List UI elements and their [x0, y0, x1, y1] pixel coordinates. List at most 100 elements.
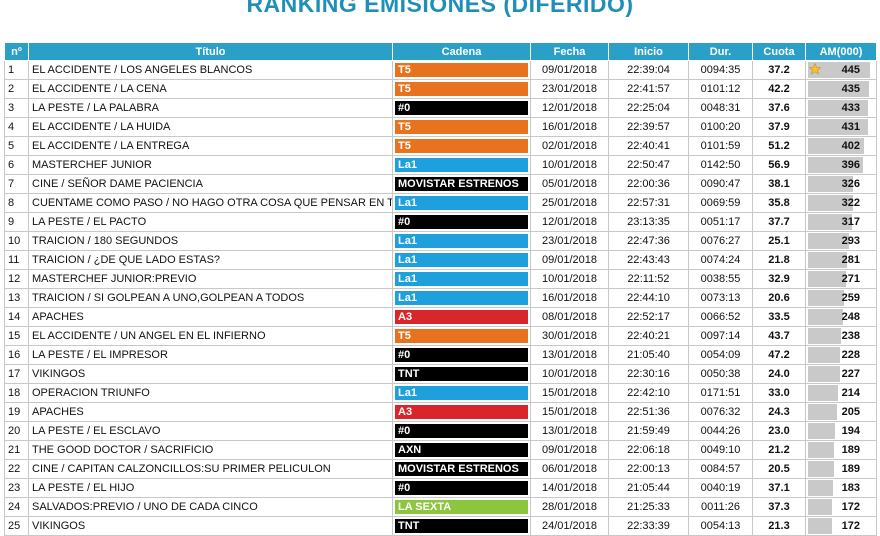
data-bar [808, 347, 840, 363]
cell: VIKINGOS [28, 516, 393, 536]
audience-value: 433 [841, 102, 860, 114]
audience-value: 317 [841, 216, 860, 228]
cell: 22:40:41 [608, 136, 689, 156]
cell: SALVADOS:PREVIO / UNO DE CADA CINCO [28, 497, 393, 517]
cell: 06/01/2018 [530, 459, 609, 479]
cell: 9 [4, 212, 29, 232]
audience-cell: 228 [805, 345, 877, 365]
channel-cell: LA SEXTA [392, 497, 531, 517]
cell: 16/01/2018 [530, 117, 609, 137]
channel-label: La1 [395, 253, 528, 267]
cell: TRAICION / 180 SEGUNDOS [28, 231, 393, 251]
cell: 0051:17 [688, 212, 753, 232]
cell: 22:39:57 [608, 117, 689, 137]
channel-cell: MOVISTAR ESTRENOS [392, 459, 531, 479]
cell: 30/01/2018 [530, 326, 609, 346]
channel-cell: La1 [392, 383, 531, 403]
cell: 22:44:10 [608, 288, 689, 308]
cell: 37.3 [752, 497, 806, 517]
table-row: 25 VIKINGOS TNT 24/01/2018 22:33:39 0054:13 21… [4, 516, 877, 536]
channel-cell: TNT [392, 516, 531, 536]
audience-value: 189 [841, 444, 860, 456]
cell: 22:50:47 [608, 155, 689, 175]
column-header: Cadena [392, 42, 531, 61]
data-bar [808, 119, 869, 135]
cell: 10 [4, 231, 29, 251]
channel-cell: #0 [392, 421, 531, 441]
cell: 28/01/2018 [530, 497, 609, 517]
channel-cell: T5 [392, 136, 531, 156]
cell: 0142:50 [688, 155, 753, 175]
cell: LA PESTE / LA PALABRA [28, 98, 393, 118]
cell: 23/01/2018 [530, 231, 609, 251]
cell: EL ACCIDENTE / UN ANGEL EN EL INFIERNO [28, 326, 393, 346]
cell: 33.0 [752, 383, 806, 403]
table-row: 23 LA PESTE / EL HIJO #0 14/01/2018 21:05:44… [4, 478, 877, 498]
cell: LA PESTE / EL HIJO [28, 478, 393, 498]
channel-label: #0 [395, 101, 528, 115]
cell: EL ACCIDENTE / LA ENTREGA [28, 136, 393, 156]
audience-value: 238 [841, 330, 860, 342]
data-bar [808, 404, 837, 420]
channel-cell: T5 [392, 79, 531, 99]
cell: 16 [4, 345, 29, 365]
channel-cell: #0 [392, 98, 531, 118]
cell: CINE / SEÑOR DAME PACIENCIA [28, 174, 393, 194]
audience-cell: 259 [805, 288, 877, 308]
cell: 20.5 [752, 459, 806, 479]
audience-value: 228 [841, 349, 860, 361]
audience-cell: 227 [805, 364, 877, 384]
cell: 09/01/2018 [530, 60, 609, 80]
channel-cell: La1 [392, 250, 531, 270]
audience-value: 322 [841, 197, 860, 209]
ranking-table: nº Título Cadena Fecha Inicio Dur. Cuota AM(000… [4, 42, 877, 536]
column-header: Dur. [688, 42, 753, 61]
audience-cell: 214 [805, 383, 877, 403]
audience-cell: 205 [805, 402, 877, 422]
data-bar [808, 195, 853, 211]
channel-label: AXN [395, 443, 528, 457]
table-row: 15 EL ACCIDENTE / UN ANGEL EN EL INFIERNO… [4, 326, 877, 346]
cell: 15/01/2018 [530, 402, 609, 422]
cell: 19 [4, 402, 29, 422]
cell: 11 [4, 250, 29, 270]
cell: 21:05:40 [608, 345, 689, 365]
cell: 22 [4, 459, 29, 479]
table-row: 7 CINE / SEÑOR DAME PACIENCIA MOVISTAR EST… [4, 174, 877, 194]
cell: 05/01/2018 [530, 174, 609, 194]
channel-cell: La1 [392, 231, 531, 251]
audience-cell: 281 [805, 250, 877, 270]
cell: 38.1 [752, 174, 806, 194]
audience-cell: 326 [805, 174, 877, 194]
cell: 2 [4, 79, 29, 99]
cell: 0101:59 [688, 136, 753, 156]
data-bar [808, 442, 835, 458]
audience-cell: 172 [805, 497, 877, 517]
cell: 25.1 [752, 231, 806, 251]
audience-cell: 293 [805, 231, 877, 251]
cell: 22:06:18 [608, 440, 689, 460]
table-row: 19 APACHES A3 15/01/2018 22:51:36 0076:32 24.3… [4, 402, 877, 422]
cell: EL ACCIDENTE / LA HUIDA [28, 117, 393, 137]
data-bar [808, 157, 864, 173]
cell: 14 [4, 307, 29, 327]
cell: 21.8 [752, 250, 806, 270]
cell: 22:52:17 [608, 307, 689, 327]
cell: 0066:52 [688, 307, 753, 327]
table-row: 16 LA PESTE / EL IMPRESOR #0 13/01/2018 21:0… [4, 345, 877, 365]
cell: 37.9 [752, 117, 806, 137]
cell: 0048:31 [688, 98, 753, 118]
column-header: Cuota [752, 42, 806, 61]
cell: 0090:47 [688, 174, 753, 194]
cell: 37.6 [752, 98, 806, 118]
data-bar [808, 328, 842, 344]
data-bar [808, 138, 864, 154]
table-row: 13 TRAICION / SI GOLPEAN A UNO,GOLPEAN A … [4, 288, 877, 308]
channel-cell: T5 [392, 326, 531, 346]
cell: 0011:26 [688, 497, 753, 517]
audience-cell: 402 [805, 136, 877, 156]
cell: APACHES [28, 402, 393, 422]
channel-cell: A3 [392, 402, 531, 422]
cell: 21.3 [752, 516, 806, 536]
cell: 22:51:36 [608, 402, 689, 422]
